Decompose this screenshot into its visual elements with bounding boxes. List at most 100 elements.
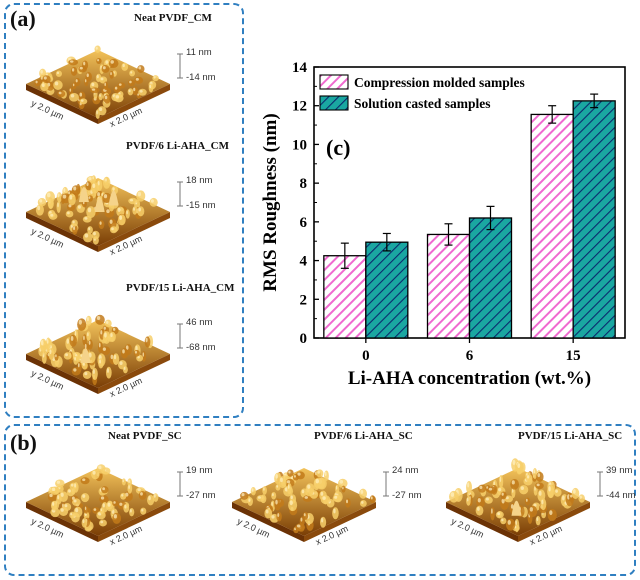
afm-highlight: [113, 501, 116, 504]
afm-bump: [104, 319, 112, 328]
afm-highlight: [512, 459, 516, 466]
afm-bump: [101, 64, 110, 73]
afm-highlight: [115, 95, 120, 99]
afm-highlight: [49, 349, 52, 355]
afm-bump: [70, 66, 78, 76]
afm-bump: [101, 486, 109, 494]
afm-highlight: [271, 515, 275, 519]
afm-bump: [91, 230, 100, 240]
afm-highlight: [360, 489, 364, 494]
afm-bump: [63, 502, 72, 511]
afm-highlight: [84, 217, 88, 220]
afm-highlight: [96, 316, 101, 321]
afm-bump: [500, 517, 507, 525]
afm-highlight: [288, 470, 291, 474]
afm-bump: [449, 490, 459, 503]
afm-bump: [79, 98, 88, 105]
afm-bump: [528, 505, 538, 517]
afm-highlight: [104, 82, 106, 87]
afm-highlight: [41, 83, 45, 87]
y-tick-label: 0: [300, 331, 308, 347]
afm-top-surface: [26, 50, 170, 118]
y-tick-label: 6: [300, 215, 308, 231]
afm-bump: [536, 471, 544, 482]
afm-highlight: [271, 493, 274, 497]
afm-bump: [45, 191, 56, 203]
afm-highlight: [99, 359, 102, 364]
afm-highlight: [102, 487, 105, 491]
afm-highlight: [71, 68, 75, 72]
x-axis-label: Li-AHA concentration (wt.%): [348, 368, 591, 389]
afm-side-face: [98, 212, 170, 252]
afm-highlight: [84, 79, 87, 83]
afm-bump: [95, 109, 100, 120]
afm-surface: [26, 45, 183, 124]
afm-bump: [94, 45, 101, 53]
afm-bump: [112, 512, 122, 524]
afm-highlight: [293, 474, 296, 478]
afm-bump: [117, 214, 126, 226]
afm-bump: [359, 499, 367, 507]
afm-highlight: [100, 508, 103, 512]
afm-bump: [516, 461, 524, 474]
afm-height-max: 19 nm: [186, 465, 213, 476]
afm-highlight: [536, 483, 540, 487]
afm-highlight: [304, 496, 309, 499]
afm-highlight: [122, 63, 125, 68]
afm-bump: [51, 500, 58, 511]
afm-highlight: [128, 479, 130, 483]
afm-highlight: [104, 332, 107, 338]
afm-bump: [122, 365, 128, 374]
afm-highlight: [112, 327, 116, 331]
afm-bump: [72, 225, 78, 235]
afm-spike: [511, 500, 522, 516]
afm-highlight: [72, 83, 75, 87]
afm-highlight: [515, 520, 518, 526]
afm-highlight: [99, 221, 102, 225]
afm-highlight: [485, 497, 489, 501]
afm-highlight: [137, 191, 142, 197]
afm-highlight: [512, 488, 514, 493]
afm-bump: [72, 498, 81, 506]
afm-bump: [490, 507, 495, 521]
afm-bump: [48, 212, 58, 220]
afm-highlight: [57, 202, 59, 208]
afm-title: PVDF/6 Li-AHA_CM: [126, 140, 229, 152]
afm-side-face: [26, 212, 98, 252]
afm-highlight: [62, 194, 67, 199]
legend-swatch: [319, 95, 349, 111]
afm-image-pvdf-6-sc: PVDF/6 Li-AHA_SC 24 nm -27 nm y 2.0 µm x 2.0…: [222, 430, 437, 570]
afm-bump: [39, 338, 47, 352]
afm-highlight: [370, 496, 373, 500]
panel-a-label: (a): [10, 6, 36, 31]
afm-highlight: [60, 492, 64, 497]
afm-bump: [287, 469, 294, 477]
afm-bump: [80, 493, 90, 503]
afm-bump: [80, 477, 90, 485]
afm-highlight: [100, 330, 103, 335]
afm-height-min: -27 nm: [392, 490, 422, 501]
afm-highlight: [73, 226, 76, 231]
afm-highlight: [102, 347, 106, 351]
afm-bump: [256, 495, 265, 502]
afm-highlight: [137, 93, 139, 96]
afm-highlight: [52, 501, 55, 506]
afm-bump: [57, 90, 66, 98]
afm-bump: [91, 367, 98, 380]
afm-highlight: [130, 71, 133, 74]
afm-highlight: [107, 502, 111, 507]
afm-bump: [85, 181, 92, 191]
afm-highlight: [280, 477, 283, 483]
afm-highlight: [520, 486, 524, 490]
afm-highlight: [315, 478, 319, 484]
afm-highlight: [110, 60, 114, 64]
afm-highlight: [96, 74, 99, 79]
afm-side-face: [26, 84, 98, 124]
afm-highlight: [533, 503, 537, 507]
afm-bump: [95, 314, 105, 325]
afm-highlight: [142, 352, 145, 357]
afm-highlight: [467, 482, 470, 488]
afm-bump: [262, 486, 267, 495]
afm-title: Neat PVDF_CM: [134, 12, 212, 24]
afm-bump: [319, 516, 327, 528]
